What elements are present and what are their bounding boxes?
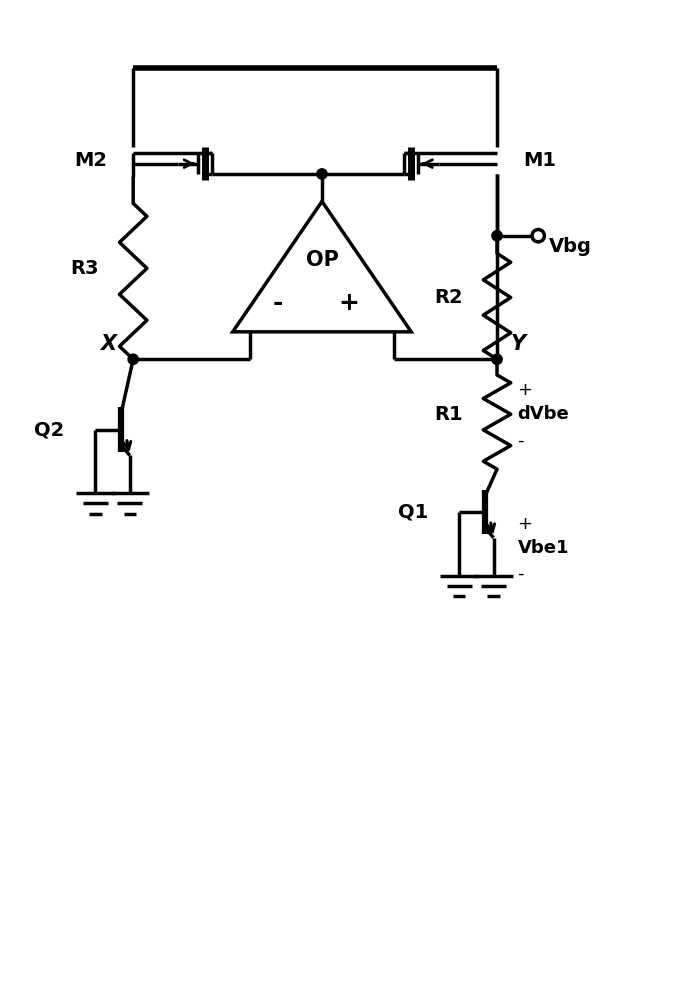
Text: R3: R3 [71,259,99,278]
Text: +: + [518,381,533,399]
Text: Y: Y [511,334,526,354]
Circle shape [492,231,502,241]
Text: Vbe1: Vbe1 [518,539,569,557]
Text: -: - [272,291,282,315]
Text: M2: M2 [74,151,107,170]
Circle shape [492,354,502,364]
Circle shape [532,230,545,242]
Text: R2: R2 [434,288,463,307]
Text: R1: R1 [434,405,463,424]
Text: -: - [518,565,524,583]
Text: +: + [518,515,533,533]
Text: +: + [338,291,359,315]
Text: dVbe: dVbe [518,405,570,423]
Text: OP: OP [306,250,338,270]
Text: Q2: Q2 [35,420,64,439]
Text: X: X [100,334,116,354]
Text: Q1: Q1 [398,503,428,522]
Circle shape [128,354,138,364]
Circle shape [317,169,327,179]
Text: M1: M1 [523,151,556,170]
Text: -: - [518,431,524,449]
Text: Vbg: Vbg [549,237,592,256]
